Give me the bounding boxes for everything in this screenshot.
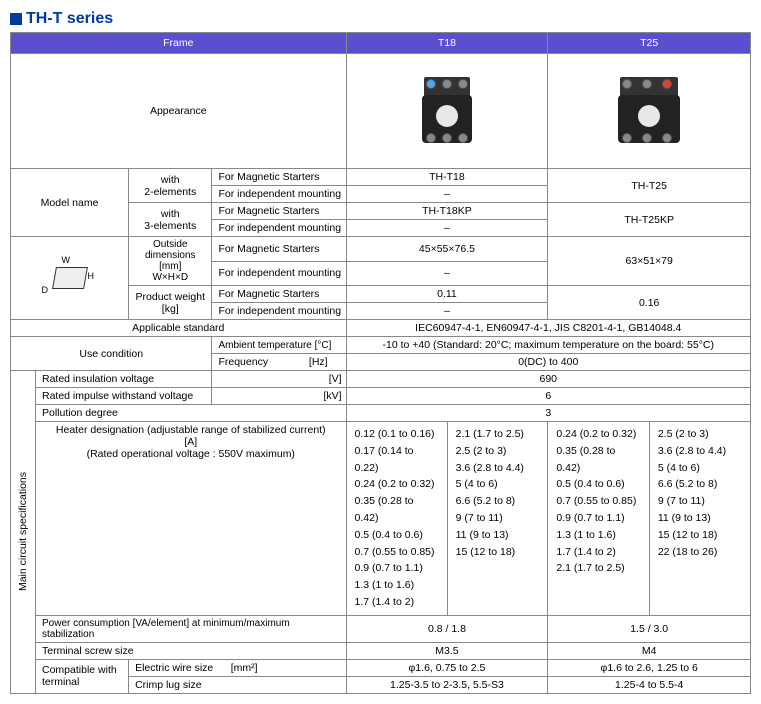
pd-label: Pollution degree (36, 405, 347, 422)
weight-t18-mag: 0.11 (346, 286, 548, 303)
main-circuit-text: Main circuit specifications (15, 466, 31, 597)
weight-t25: 0.16 (548, 286, 751, 320)
power-label: Power consumption [VA/element] at minimu… (36, 615, 347, 642)
header-row: Frame T18 T25 (11, 33, 751, 54)
appearance-row: Appearance (11, 54, 751, 169)
outside-dim-label: Outside dimensions [mm] W×H×D (129, 237, 212, 286)
tscrew-t25: M4 (548, 642, 751, 659)
image-t25 (548, 54, 751, 169)
dim-t18-mag: 45×55×76.5 (346, 237, 548, 262)
appl-std-label: Applicable standard (11, 320, 347, 337)
ewire-t18: φ1.6, 0.75 to 2.5 (346, 659, 548, 676)
for-ind-4: For independent mounting (212, 303, 346, 320)
power-t25: 1.5 / 3.0 (548, 615, 751, 642)
image-t18 (346, 54, 548, 169)
dim-t25: 63×51×79 (548, 237, 751, 286)
hdr-t25: T25 (548, 33, 751, 54)
for-ind-2: For independent mounting (212, 220, 346, 237)
heater-label: Heater designation (adjustable range of … (36, 422, 347, 616)
with-2elem: with 2-elements (129, 169, 212, 203)
t18-heater-col2: 2.1 (1.7 to 2.5)2.5 (2 to 3)3.6 (2.8 to … (447, 422, 548, 616)
power-t18: 0.8 / 1.8 (346, 615, 548, 642)
freq-label: Frequency [Hz] (212, 354, 346, 371)
t18kp-mag: TH-T18KP (346, 203, 548, 220)
ambient-label: Ambient temperature [°C] (212, 337, 346, 354)
t18-mag: TH-T18 (346, 169, 548, 186)
weight-label: Product weight [kg] (129, 286, 212, 320)
t18kp-ind: – (346, 220, 548, 237)
t25-heater-col1: 0.24 (0.2 to 0.32)0.35 (0.28 to 0.42)0.5… (548, 422, 649, 616)
title-bar: TH-T series (10, 10, 751, 28)
ambient-val: -10 to +40 (Standard: 20°C; maximum temp… (346, 337, 750, 354)
riwv-val: 6 (346, 388, 750, 405)
with-3elem: with 3-elements (129, 203, 212, 237)
ewire-label: Electric wire size [mm²] (129, 659, 346, 676)
weight-t18-ind: – (346, 303, 548, 320)
dim-diagram-cell: W H D (11, 237, 129, 320)
riv-unit: [V] (212, 371, 346, 388)
appearance-label: Appearance (11, 54, 347, 169)
title-square-icon (10, 13, 22, 25)
t18-ind: – (346, 186, 548, 203)
model-row-1: Model name with 2-elements For Magnetic … (11, 169, 751, 186)
t25-heater-col2: 2.5 (2 to 3)3.6 (2.8 to 4.4)5 (4 to 6)6.… (649, 422, 750, 616)
for-mag-4: For Magnetic Starters (212, 286, 346, 303)
dim-h: H (88, 271, 95, 281)
dim-row-1: W H D Outside dimensions [mm] W×H×D For … (11, 237, 751, 262)
riwv-unit: [kV] (212, 388, 346, 405)
t25kp: TH-T25KP (548, 203, 751, 237)
compat-label: Compatible with terminal (36, 659, 129, 693)
for-mag-2: For Magnetic Starters (212, 203, 346, 220)
tscrew-t18: M3.5 (346, 642, 548, 659)
ewire-t25: φ1.6 to 2.6, 1.25 to 6 (548, 659, 751, 676)
spec-table: Frame T18 T25 Appearance (10, 32, 751, 694)
hdr-frame: Frame (11, 33, 347, 54)
model-name-label: Model name (11, 169, 129, 237)
riwv-label: Rated impulse withstand voltage (36, 388, 212, 405)
crimp-t18: 1.25-3.5 to 2-3.5, 5.5-S3 (346, 676, 548, 693)
main-circuit-label: Main circuit specifications (11, 371, 36, 694)
hdr-t18: T18 (346, 33, 548, 54)
for-ind-3: For independent mounting (212, 261, 346, 286)
tscrew-label: Terminal screw size (36, 642, 347, 659)
dim-d: D (42, 285, 49, 295)
freq-val: 0(DC) to 400 (346, 354, 750, 371)
relay-icon (608, 67, 690, 152)
for-ind-1: For independent mounting (212, 186, 346, 203)
pd-val: 3 (346, 405, 750, 422)
riv-val: 690 (346, 371, 750, 388)
use-cond-label: Use condition (11, 337, 212, 371)
for-mag-3: For Magnetic Starters (212, 237, 346, 262)
riv-label: Rated insulation voltage (36, 371, 212, 388)
series-title: TH-T series (26, 10, 113, 28)
relay-icon (412, 67, 482, 152)
crimp-t25: 1.25-4 to 5.5-4 (548, 676, 751, 693)
t25-2elem: TH-T25 (548, 169, 751, 203)
dim-w: W (62, 255, 71, 265)
crimp-label: Crimp lug size (129, 676, 346, 693)
dim-t18-ind: – (346, 261, 548, 286)
t18-heater-col1: 0.12 (0.1 to 0.16)0.17 (0.14 to 0.22)0.2… (346, 422, 447, 616)
for-mag-1: For Magnetic Starters (212, 169, 346, 186)
appl-std-val: IEC60947-4-1, EN60947-4-1, JIS C8201-4-1… (346, 320, 750, 337)
